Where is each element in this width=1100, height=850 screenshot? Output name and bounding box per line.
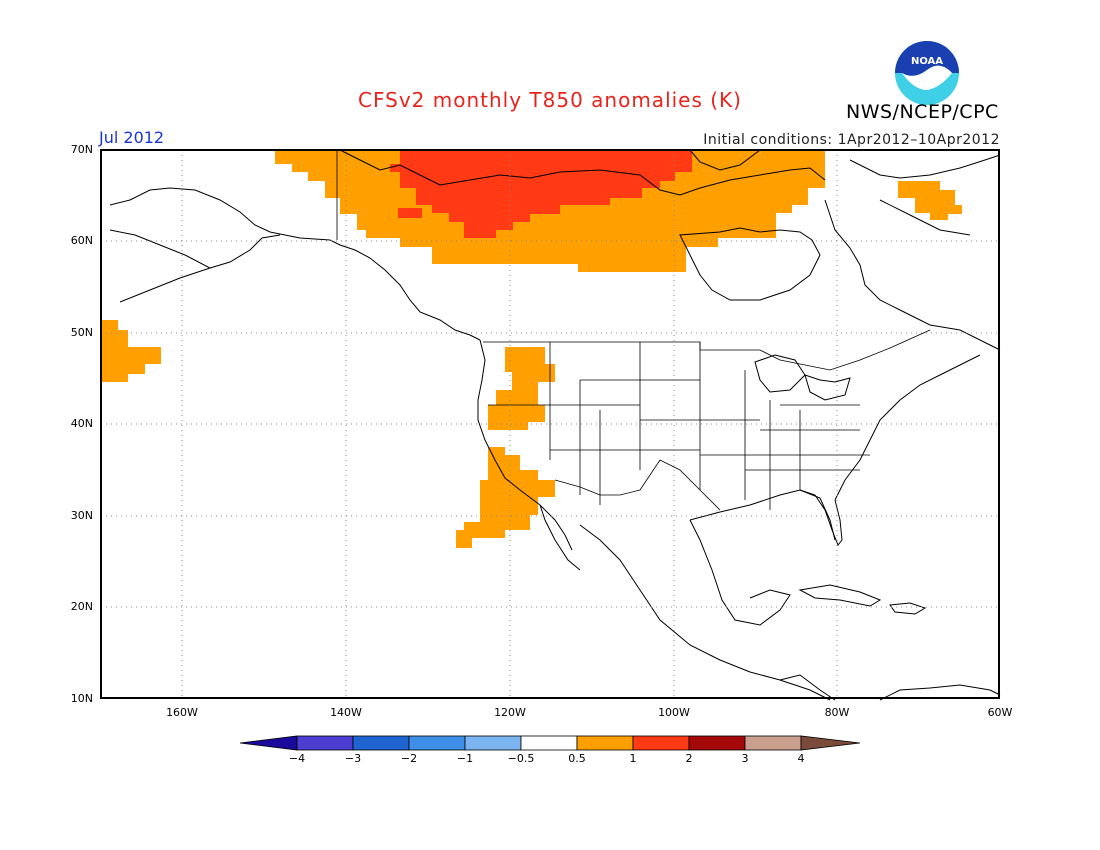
lat-label-30n: 30N [70, 509, 93, 522]
colorbar-segment [576, 735, 634, 751]
coastlines [109, 149, 1001, 701]
anomaly-region-california [456, 447, 555, 548]
anomaly-region-greenland [898, 181, 962, 220]
colorbar-segment [352, 735, 410, 751]
agency-label: NWS/NCEP/CPC [846, 101, 999, 123]
colorbar-segment [744, 735, 802, 751]
colorbar-segment [408, 735, 466, 751]
colorbar-arrow-right [800, 735, 861, 751]
colorbar-tick-label: 2 [685, 752, 693, 765]
initial-conditions-label: Initial conditions: 1Apr2012–10Apr2012 [703, 132, 1000, 148]
lon-label-120w: 120W [494, 706, 526, 719]
period-label: Jul 2012 [99, 128, 165, 147]
lon-label-100w: 100W [658, 706, 690, 719]
colorbar-tick-label: −1 [456, 752, 474, 765]
lon-label-160w: 160W [166, 706, 198, 719]
anomaly-region-north-pacific [101, 320, 161, 382]
colorbar-tick-label: 3 [741, 752, 749, 765]
lat-label-70n: 70N [70, 143, 93, 156]
anomaly-region-northwest-us [488, 347, 555, 430]
map-frame [100, 149, 1000, 699]
lat-label-40n: 40N [70, 417, 93, 430]
colorbar-segment [296, 735, 354, 751]
colorbar-tick-label: −2 [400, 752, 418, 765]
logo-text: NOAA [911, 56, 943, 67]
colorbar-segment [520, 735, 578, 751]
lon-label-60w: 60W [987, 706, 1013, 719]
colorbar-segment [688, 735, 746, 751]
noaa-logo: NOAA [895, 41, 959, 105]
lon-label-140w: 140W [330, 706, 362, 719]
colorbar-tick-label: 4 [797, 752, 805, 765]
political-borders [336, 150, 931, 511]
chart-title: CFSv2 monthly T850 anomalies (K) [358, 88, 742, 112]
colorbar-arrow-left [239, 735, 298, 751]
colorbar-tick-label: −0.5 [507, 752, 535, 765]
lat-label-60n: 60N [70, 234, 93, 247]
colorbar-tick-label: −4 [288, 752, 306, 765]
lon-label-80w: 80W [824, 706, 850, 719]
lat-label-20n: 20N [70, 600, 93, 613]
anomaly-red-fleck [398, 208, 422, 218]
colorbar-segment [632, 735, 690, 751]
lat-label-10n: 10N [70, 692, 93, 705]
lat-label-50n: 50N [70, 326, 93, 339]
colorbar-tick-label: −3 [344, 752, 362, 765]
colorbar-segment [464, 735, 522, 751]
anomaly-shading [101, 150, 962, 548]
colorbar-tick-label: 1 [629, 752, 637, 765]
colorbar-tick-label: 0.5 [568, 752, 586, 765]
